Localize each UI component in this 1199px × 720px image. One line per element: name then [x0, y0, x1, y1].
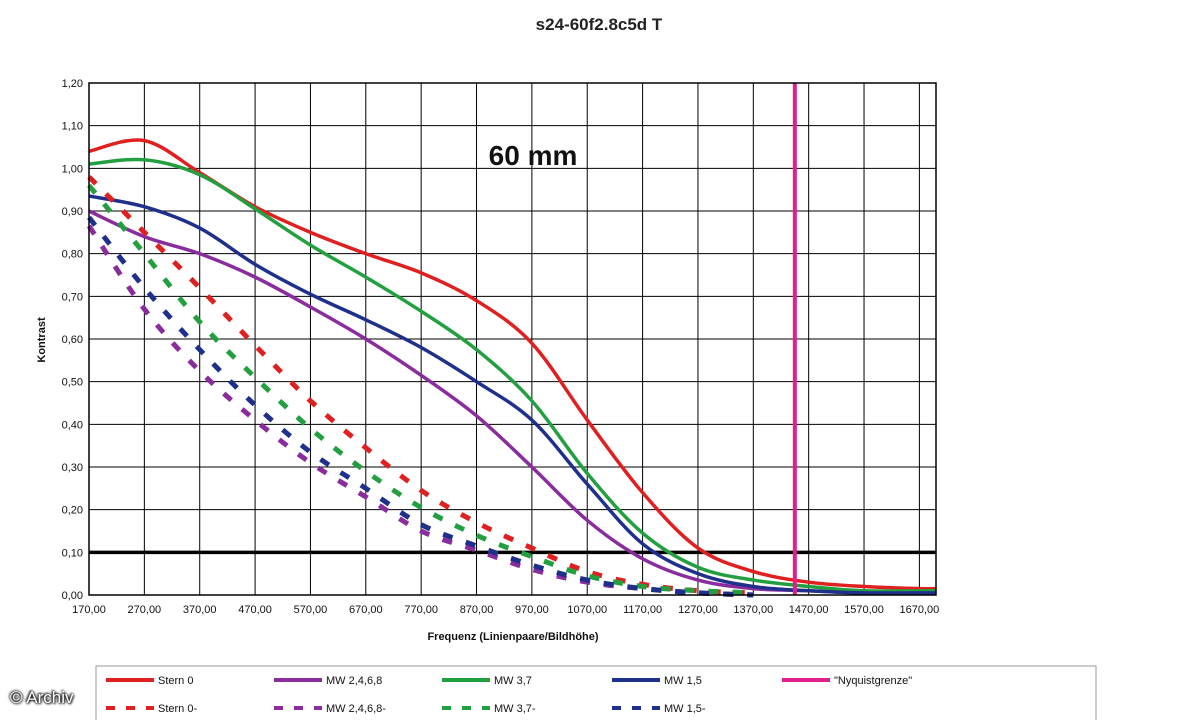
- x-tick-label: 1070,00: [567, 604, 607, 616]
- series-line: [86, 224, 754, 598]
- y-tick-label: 0,10: [62, 547, 83, 559]
- legend-label: MW 1,5: [664, 675, 702, 687]
- legend-label: MW 3,7-: [494, 703, 536, 715]
- x-tick-label: 970,00: [515, 604, 549, 616]
- x-tick-labels: 170,00 270,00 370,00 470,00 570,00 670,00 770,…: [72, 604, 939, 616]
- y-tick-label: 0,50: [62, 377, 83, 389]
- x-tick-label: 770,00: [404, 604, 438, 616]
- y-tick-label: 0,70: [62, 291, 83, 303]
- chart-title: s24-60f2.8c5d T: [536, 15, 663, 34]
- y-tick-label: 1,20: [62, 78, 83, 90]
- y-tick-label: 0,20: [62, 505, 83, 517]
- y-axis-label: Kontrast: [36, 317, 48, 363]
- x-tick-label: 1370,00: [733, 604, 773, 616]
- x-tick-label: 1670,00: [900, 604, 940, 616]
- y-tick-label: 0,90: [62, 206, 83, 218]
- x-tick-label: 1270,00: [678, 604, 718, 616]
- y-tick-labels: 0,00 0,10 0,20 0,30 0,40 0,50 0,60 0,70 0,80 0,90…: [62, 78, 83, 602]
- legend-label: MW 2,4,6,8: [326, 675, 382, 687]
- x-tick-label: 1170,00: [623, 604, 662, 616]
- legend-label: MW 1,5-: [664, 703, 706, 715]
- legend-label: Stern 0: [158, 675, 193, 687]
- x-axis-label: Frequenz (Linienpaare/Bildhöhe): [427, 631, 598, 643]
- legend-label: "Nyquistgrenze": [834, 675, 912, 687]
- plot-frame: [88, 82, 937, 596]
- legend-label: MW 3,7: [494, 675, 532, 687]
- x-tick-label: 170,00: [72, 604, 106, 616]
- y-tick-label: 0,60: [62, 334, 83, 346]
- focal-length-annotation: 60 mm: [489, 140, 578, 171]
- x-tick-label: 670,00: [349, 604, 383, 616]
- x-tick-label: 1570,00: [844, 604, 884, 616]
- legend-label: Stern 0-: [158, 703, 197, 715]
- legend: Stern 0 MW 2,4,6,8 MW 3,7 MW 1,5 "Nyquistgre…: [95, 665, 1097, 720]
- y-tick-label: 0,30: [62, 462, 83, 474]
- legend-box: [95, 665, 1097, 720]
- y-tick-label: 1,00: [62, 163, 83, 175]
- legend-label: MW 2,4,6,8-: [326, 703, 386, 715]
- x-tick-label: 370,00: [183, 604, 217, 616]
- x-tick-label: 870,00: [460, 604, 494, 616]
- y-tick-label: 0,80: [62, 249, 83, 261]
- series-layer: [86, 83, 937, 598]
- series-line: [88, 194, 937, 595]
- series-line: [87, 183, 754, 596]
- y-tick-label: 1,10: [62, 121, 83, 133]
- series-line: [88, 157, 937, 593]
- copyright-watermark: © Archiv: [10, 688, 74, 707]
- x-tick-label: 270,00: [128, 604, 162, 616]
- series-line: [87, 215, 754, 598]
- y-tick-label: 0,00: [62, 590, 83, 602]
- y-tick-label: 0,40: [62, 419, 83, 431]
- x-tick-label: 1470,00: [789, 604, 829, 616]
- x-tick-label: 470,00: [238, 604, 272, 616]
- x-tick-label: 570,00: [294, 604, 328, 616]
